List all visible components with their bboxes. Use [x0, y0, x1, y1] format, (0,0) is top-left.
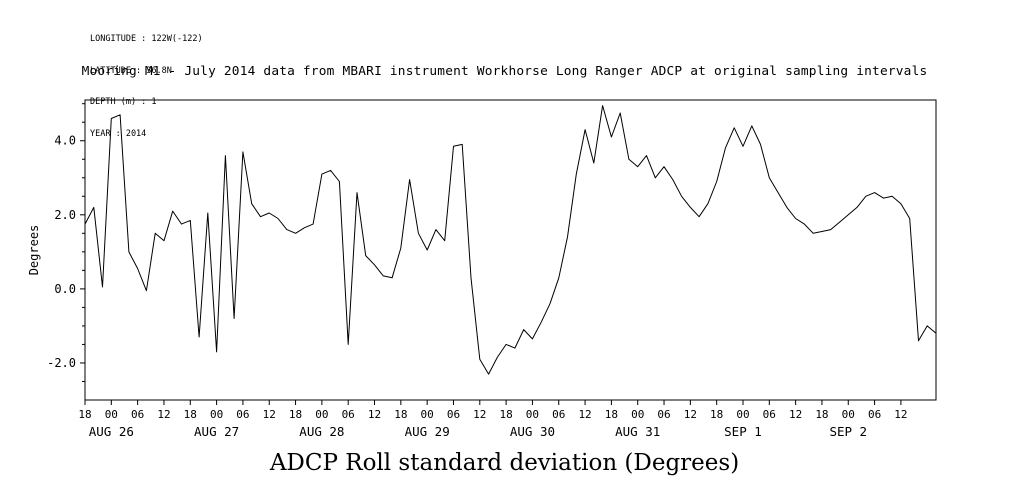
- x-hour-label: 12: [157, 408, 170, 421]
- x-hour-label: 18: [499, 408, 512, 421]
- x-hour-label: 06: [236, 408, 249, 421]
- metadata-block: LONGITUDE : 122W(-122) LATITUDE : 36.8N …: [90, 13, 203, 150]
- x-hour-label: 06: [342, 408, 355, 421]
- x-hour-label: 18: [815, 408, 828, 421]
- y-tick-label: 4.0: [54, 134, 76, 148]
- x-date-label: AUG 31: [615, 424, 660, 439]
- x-date-label: AUG 30: [510, 424, 555, 439]
- latitude-label: LATITUDE : 36.8N: [90, 65, 172, 76]
- roll-stddev-line: [84, 105, 937, 375]
- y-tick-label: -2.0: [47, 356, 76, 370]
- x-axis-caption: ADCP Roll standard deviation (Degrees): [269, 450, 740, 476]
- x-hour-label: 18: [710, 408, 723, 421]
- x-hour-label: 00: [526, 408, 539, 421]
- x-hour-label: 06: [552, 408, 565, 421]
- x-hour-label: 18: [605, 408, 618, 421]
- x-hour-label: 12: [894, 408, 907, 421]
- x-hour-label: 00: [631, 408, 644, 421]
- x-hour-label: 00: [736, 408, 749, 421]
- depth-label: DEPTH (m) : 1: [90, 97, 157, 107]
- x-hour-label: 18: [394, 408, 407, 421]
- x-hour-label: 12: [578, 408, 591, 421]
- x-hour-label: 12: [263, 408, 276, 421]
- x-hour-label: 06: [868, 408, 881, 421]
- x-hour-label: 00: [105, 408, 118, 421]
- x-date-label: AUG 27: [194, 424, 239, 439]
- x-hour-label: 00: [315, 408, 328, 421]
- x-hour-label: 12: [789, 408, 802, 421]
- plot-title: Mooring M1 - July 2014 data from MBARI i…: [81, 64, 928, 79]
- x-date-label: SEP 2: [829, 424, 867, 439]
- x-hour-label: 06: [763, 408, 776, 421]
- y-tick-label: 0.0: [54, 282, 76, 296]
- x-hour-label: 00: [842, 408, 855, 421]
- x-hour-label: 06: [657, 408, 670, 421]
- x-hour-label: 06: [447, 408, 460, 421]
- y-axis-label: Degrees: [27, 225, 41, 276]
- x-date-label: AUG 26: [89, 424, 134, 439]
- x-hour-label: 00: [421, 408, 434, 421]
- x-hour-label: 12: [368, 408, 381, 421]
- x-hour-label: 12: [684, 408, 697, 421]
- x-hour-label: 12: [473, 408, 486, 421]
- plot-frame: [84, 99, 937, 401]
- x-hour-label: 00: [210, 408, 223, 421]
- x-date-label: AUG 29: [405, 424, 450, 439]
- x-hour-label: 18: [78, 408, 91, 421]
- x-date-label: SEP 1: [724, 424, 762, 439]
- longitude-label: LONGITUDE : 122W(-122): [90, 34, 203, 44]
- year-label: YEAR : 2014: [90, 128, 147, 139]
- x-hour-label: 18: [184, 408, 197, 421]
- x-hour-label: 18: [289, 408, 302, 421]
- x-date-label: AUG 28: [299, 424, 344, 439]
- y-tick-label: 2.0: [54, 208, 76, 222]
- x-hour-label: 06: [131, 408, 144, 421]
